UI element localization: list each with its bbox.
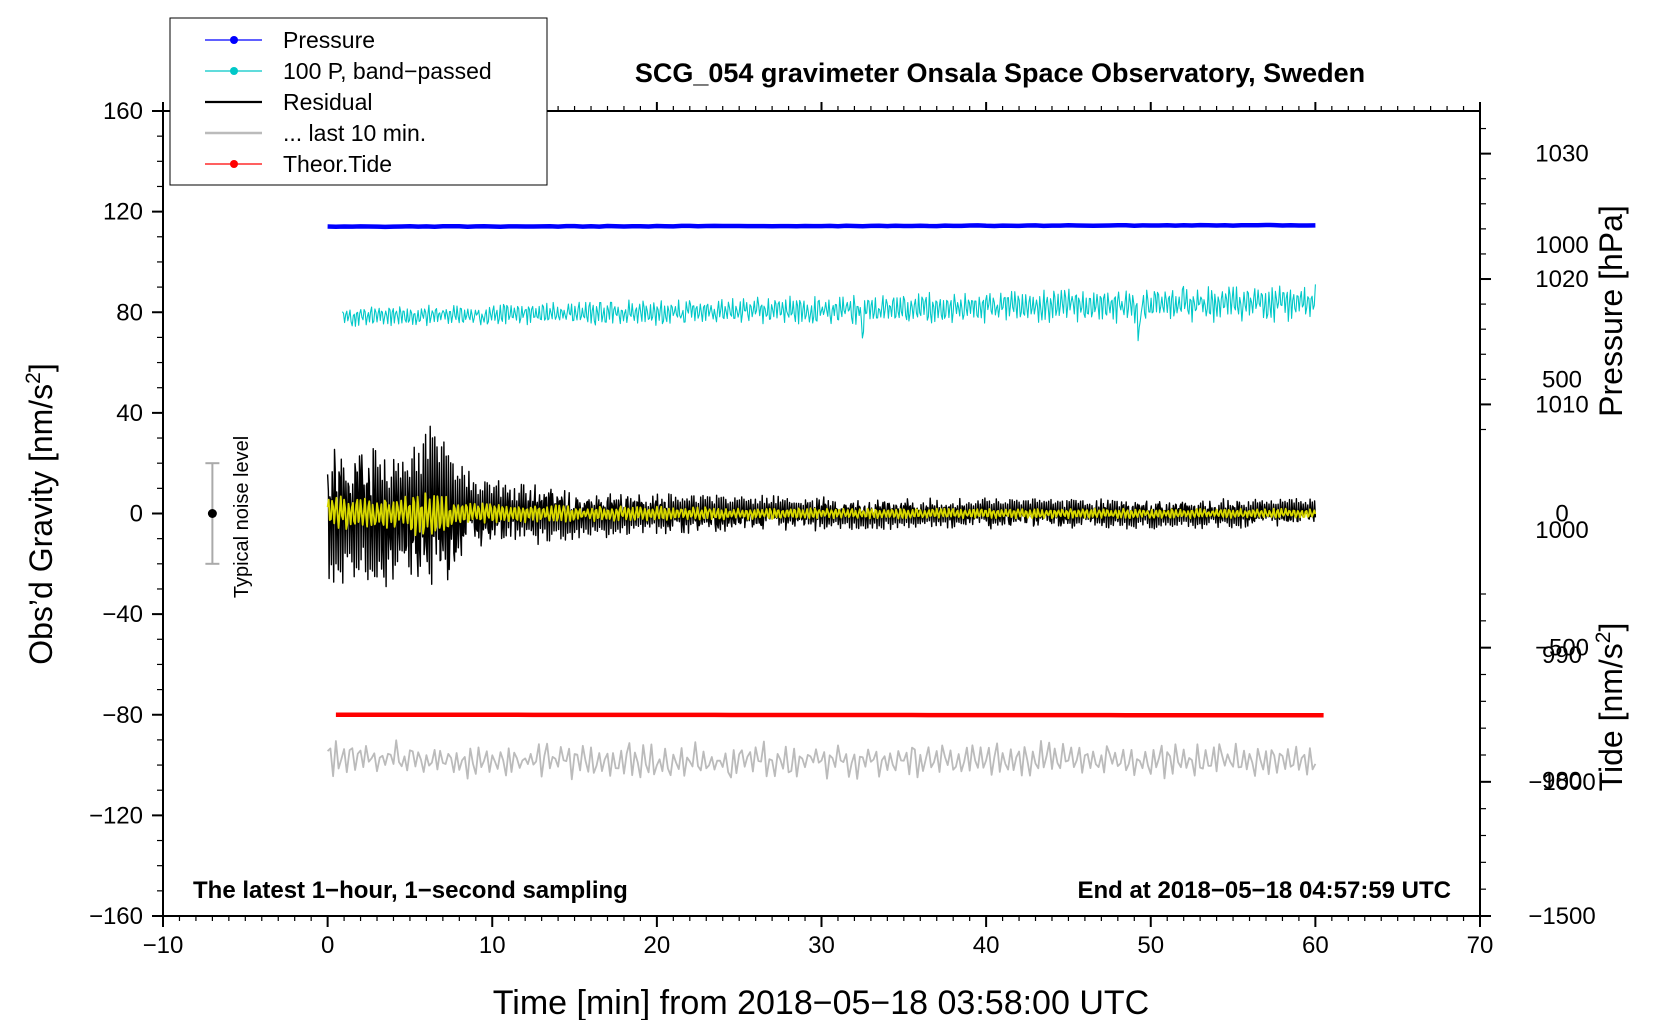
y-tick-label: −80 — [102, 702, 143, 729]
residual-smoothed-line — [326, 492, 1317, 537]
x-axis-label: Time [min] from 2018−05−18 03:58:00 UTC — [493, 984, 1149, 1020]
y-axis-label-pressure: Pressure [hPa] — [1593, 205, 1629, 417]
x-tick-label: 70 — [1467, 932, 1494, 959]
noise-level-dot — [207, 509, 217, 518]
y-tick-label: 40 — [116, 400, 143, 427]
tide-tick-label: 0 — [1555, 501, 1568, 528]
y-tick-label: 80 — [116, 299, 143, 326]
y-axis-label-gravity-end: ] — [23, 363, 59, 372]
y-tick-label: 0 — [130, 501, 143, 528]
x-tick-label: 60 — [1302, 932, 1329, 959]
y-tick-label: 160 — [103, 98, 143, 125]
x-tick-label: 0 — [321, 932, 334, 959]
last-10-min-line — [326, 739, 1317, 781]
pressure-tick-label: 980 — [1542, 768, 1582, 795]
band-passed-pressure-line — [341, 284, 1316, 342]
y-axis-label-tide-sup: 2 — [1592, 632, 1615, 644]
noise-level-label: Typical noise level — [231, 436, 253, 598]
y-axis-label-tide-end: ] — [1593, 623, 1629, 632]
y-tick-label: 120 — [103, 199, 143, 226]
x-tick-label: 50 — [1137, 932, 1164, 959]
y-axis-label-gravity: Obs’d Gravity [nm/s2] — [22, 363, 59, 665]
legend-label: ... last 10 min. — [283, 120, 426, 146]
x-tick-label: 10 — [479, 932, 506, 959]
tide-tick-label: 500 — [1542, 366, 1582, 393]
tide-tick-label: −1500 — [1528, 903, 1595, 930]
legend-marker — [230, 36, 238, 44]
y-tick-label: −120 — [89, 802, 143, 829]
chart-title: SCG_054 gravimeter Onsala Space Observat… — [635, 58, 1365, 88]
legend-label: 100 P, band−passed — [283, 58, 492, 84]
pressure-tick-label: 1030 — [1535, 141, 1588, 168]
pressure-tick-label: 990 — [1542, 642, 1582, 669]
pressure-tick-label: 1020 — [1535, 266, 1588, 293]
x-tick-label: −10 — [143, 932, 184, 959]
tide-tick-label: 1000 — [1535, 232, 1588, 259]
y-tick-label: −160 — [89, 903, 143, 930]
tide-tick-label: −1000 — [1528, 769, 1595, 796]
annotation-end-time: End at 2018−05−18 04:57:59 UTC — [1077, 877, 1451, 904]
y-axis-label-tide: Tide [nm/s2] — [1592, 623, 1629, 792]
ticks-layer: −10 0 10 20 30 40 50 60 70−160−120−80−4004080120… — [89, 98, 1596, 959]
x-tick-label: 20 — [644, 932, 671, 959]
x-tick-label: 40 — [973, 932, 1000, 959]
legend-label: Residual — [283, 89, 373, 115]
y-axis-label-gravity-text: Obs’d Gravity [nm/s — [23, 384, 59, 665]
pressure-tick-label: 1000 — [1535, 517, 1588, 544]
tide-tick-label: −500 — [1535, 635, 1589, 662]
x-tick-label: 30 — [808, 932, 835, 959]
annotation-sampling: The latest 1−hour, 1−second sampling — [193, 877, 628, 904]
legend-label: Theor.Tide — [283, 151, 392, 177]
y-tick-label: −40 — [102, 601, 143, 628]
legend-marker — [230, 160, 238, 168]
series-layer — [326, 222, 1324, 781]
legend-marker — [230, 67, 238, 75]
y-axis-label-gravity-sup: 2 — [22, 372, 45, 384]
pressure-line — [327, 222, 1316, 230]
noise-level-indicator: Typical noise level — [205, 436, 253, 598]
pressure-tick-label: 1010 — [1535, 391, 1588, 418]
tide-line — [335, 712, 1324, 718]
legend-label: Pressure — [283, 27, 375, 53]
y-axis-label-tide-text: Tide [nm/s — [1593, 643, 1629, 791]
legend: Pressure 100 P, band−passed Residual ... la… — [169, 17, 548, 186]
